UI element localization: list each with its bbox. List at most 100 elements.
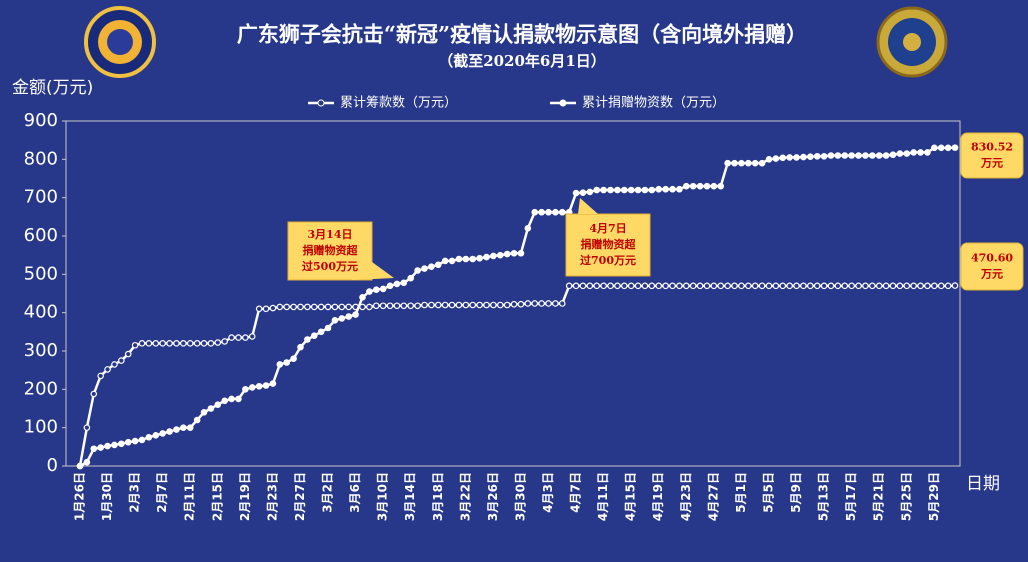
- data-point: [104, 442, 111, 450]
- x-tick-label: 3月2日: [321, 472, 335, 513]
- data-point: [620, 282, 628, 290]
- data-point: [682, 282, 690, 290]
- data-point: [90, 390, 98, 398]
- data-point: [138, 436, 146, 444]
- data-point: [366, 303, 373, 311]
- data-point: [903, 150, 911, 157]
- data-point: [345, 303, 353, 311]
- data-point: [421, 301, 428, 309]
- data-point: [379, 285, 387, 293]
- data-point: [248, 384, 256, 391]
- data-point: [448, 301, 456, 309]
- data-point: [614, 282, 621, 290]
- data-point: [800, 282, 807, 290]
- y-tick-label: 300: [24, 340, 58, 361]
- data-point: [662, 185, 669, 193]
- data-point: [441, 257, 449, 265]
- data-point: [827, 282, 835, 290]
- data-point: [703, 182, 711, 190]
- data-point: [517, 249, 525, 257]
- x-tick-label: 3月30日: [513, 472, 527, 521]
- data-point: [620, 186, 628, 194]
- data-point: [145, 433, 153, 441]
- x-tick-label: 4月11日: [596, 472, 610, 521]
- data-point: [558, 208, 566, 216]
- data-point: [104, 366, 111, 373]
- data-point: [586, 188, 594, 196]
- x-tick-label: 2月15日: [210, 472, 224, 521]
- callout-box: [287, 221, 373, 281]
- data-point: [813, 282, 821, 290]
- data-point: [483, 301, 490, 309]
- x-tick-label: 5月29日: [927, 472, 941, 521]
- data-point: [186, 340, 194, 347]
- data-point: [262, 382, 270, 389]
- data-point: [331, 317, 339, 324]
- x-tick-label: 2月3日: [128, 472, 142, 513]
- data-point: [118, 440, 125, 448]
- data-point: [441, 301, 449, 309]
- data-point: [875, 282, 883, 290]
- y-tick-label: 500: [24, 263, 58, 284]
- x-tick-label: 2月23日: [265, 472, 279, 521]
- data-point: [304, 303, 311, 311]
- data-point: [731, 282, 738, 290]
- x-tick-label: 2月27日: [293, 472, 307, 521]
- data-point: [655, 185, 663, 193]
- data-point: [276, 303, 284, 311]
- data-point: [503, 250, 511, 258]
- data-point: [689, 182, 697, 190]
- data-point: [634, 282, 642, 290]
- data-point: [793, 282, 800, 290]
- data-point: [889, 282, 897, 290]
- data-point: [200, 409, 208, 416]
- data-point: [648, 282, 656, 290]
- data-point: [496, 251, 504, 259]
- x-tick-label: 3月6日: [348, 472, 362, 513]
- data-point: [434, 301, 442, 309]
- data-point: [552, 208, 559, 216]
- data-point: [696, 282, 704, 290]
- data-point: [414, 302, 421, 310]
- data-point: [214, 339, 222, 346]
- data-point: [710, 182, 718, 190]
- data-point: [896, 150, 904, 157]
- data-point: [875, 152, 883, 159]
- data-point: [200, 340, 208, 347]
- data-point: [607, 282, 614, 290]
- data-point: [765, 156, 773, 163]
- x-tick-label: 4月15日: [624, 472, 638, 521]
- data-point: [159, 430, 166, 437]
- callout-text: 捐赠物资超: [303, 243, 359, 257]
- data-point: [221, 338, 228, 345]
- data-point: [889, 151, 897, 159]
- callout-pointer: [578, 198, 598, 214]
- chart-subtitle: （截至2020年6月1日）: [438, 52, 606, 70]
- data-point: [207, 405, 215, 412]
- data-point: [428, 263, 435, 270]
- data-point: [207, 340, 215, 347]
- callout-text: 万元: [980, 268, 1003, 281]
- data-point: [641, 186, 649, 194]
- data-point: [310, 303, 318, 311]
- data-point: [283, 303, 290, 311]
- data-point: [138, 340, 146, 347]
- data-point: [462, 255, 470, 263]
- data-point: [331, 303, 339, 311]
- data-point: [917, 149, 924, 156]
- data-point: [90, 445, 98, 453]
- logo-right: [876, 6, 948, 78]
- x-tick-label: 5月1日: [734, 472, 748, 513]
- data-point: [276, 361, 284, 368]
- data-point: [193, 416, 201, 424]
- data-point: [186, 424, 194, 431]
- y-tick-label: 200: [24, 378, 58, 399]
- data-point: [813, 152, 821, 160]
- data-point: [297, 303, 304, 311]
- x-tick-label: 1月30日: [100, 472, 114, 521]
- data-point: [338, 303, 346, 311]
- data-point: [841, 282, 849, 290]
- data-point: [290, 303, 297, 311]
- legend-marker: [317, 99, 325, 107]
- data-point: [228, 334, 235, 341]
